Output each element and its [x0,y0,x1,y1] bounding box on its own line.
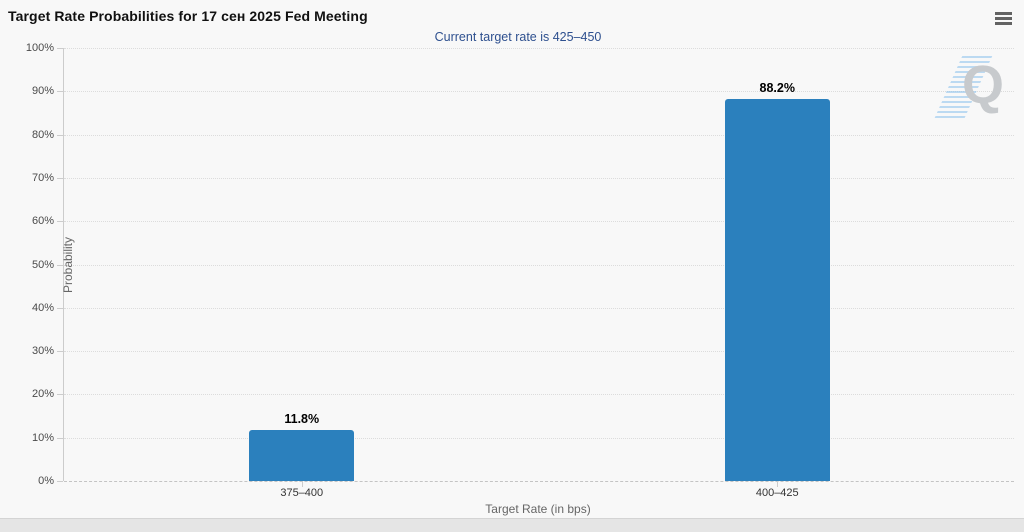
x-axis-tick [301,481,303,487]
y-axis-tick [57,351,63,353]
y-axis-tick [57,48,63,49]
gridline [64,351,1014,353]
y-axis-label: 0% [38,475,54,487]
plot-area: 0% 10% 20% 30% 40% 50% 60% 70% 80% 90% 100% 11.8% 37… [26,42,1014,499]
x-axis-category-label: 375–400 [280,487,324,499]
probability-bar[interactable] [249,429,355,481]
y-axis-label: 10% [31,431,54,444]
y-axis-tick [57,437,63,439]
y-axis-label: 30% [31,345,54,358]
gridline [64,307,1014,309]
bar-value-label: 88.2% [759,81,795,96]
x-axis-tick [777,481,779,487]
y-axis-tick [57,481,63,482]
y-axis-label: 100% [25,42,54,54]
y-axis-tick [57,134,63,136]
y-axis-tick [57,394,63,396]
chart-title: Target Rate Probabilities for 17 сен 202… [8,8,368,24]
y-axis-label: 80% [31,128,54,141]
y-axis-label: 90% [31,85,54,98]
x-axis-baseline [64,481,1014,482]
gridline [64,437,1014,439]
gridline [64,394,1014,396]
y-axis-label: 50% [31,258,54,271]
gridline [64,221,1014,223]
y-axis-tick [57,91,63,93]
x-axis-title: Target Rate (in bps) [485,502,591,516]
y-axis-label: 60% [31,215,54,228]
y-axis-label: 20% [31,388,54,401]
y-axis-tick [57,221,63,223]
x-axis-category-label: 400–425 [755,487,799,499]
fedwatch-chart-card: Target Rate Probabilities for 17 сен 202… [0,0,1024,519]
gridline [64,177,1014,179]
gridline [64,134,1014,136]
y-axis-label: 70% [31,171,54,184]
gridline [64,48,1014,49]
gridline [64,91,1014,93]
gridline [64,264,1014,266]
chart-subtitle: Current target rate is 425–450 [434,30,602,44]
y-axis-title: Probability [61,236,75,294]
probability-bar[interactable] [724,99,830,481]
y-axis-tick [57,307,63,309]
y-axis-tick [57,177,63,179]
y-axis-tick [57,264,63,266]
y-axis-label: 40% [31,301,54,314]
bar-value-label: 11.8% [284,411,320,426]
export-menu-button[interactable] [992,8,1016,28]
